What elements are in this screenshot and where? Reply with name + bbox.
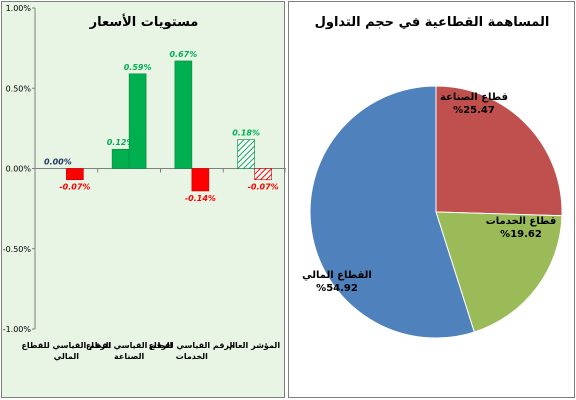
pie-slice-label: قطاع الخدمات <box>486 216 557 227</box>
pie-slice-value: %54.92 <box>316 283 358 294</box>
bar-chart-title: مستويات الأسعار <box>89 13 199 30</box>
data-label: 0.18% <box>232 129 260 138</box>
data-label: -0.14% <box>185 194 216 203</box>
data-label: 0.59% <box>124 63 152 72</box>
y-tick-label: -0.50% <box>3 245 32 254</box>
pie-slice-label: القطاع المالي <box>302 270 372 281</box>
pie-slice <box>309 85 475 339</box>
x-category-label: المؤشر العام <box>229 341 280 350</box>
pie-slice <box>435 211 563 333</box>
pie-chart-title: المساهمة القطاعية في حجم التداول <box>315 15 550 30</box>
bar <box>66 168 84 181</box>
x-category-label: الرقم القياسي لقطاع الصناعة <box>86 341 173 361</box>
data-label: 0.00% <box>44 158 72 167</box>
bar <box>128 73 147 169</box>
bar <box>191 168 210 192</box>
bar-chart: مستويات الأسعار 1.00% 0.50% 0.00% -0.50% -1.… <box>3 4 286 361</box>
pie-slice-value: %19.62 <box>500 229 542 240</box>
bar <box>174 60 193 169</box>
pie-chart-panel: المساهمة القطاعية في حجم التداول قطاع ال… <box>288 1 575 398</box>
y-tick-label: -1.00% <box>3 325 32 334</box>
pie-slice-label: قطاع الصناعة <box>440 92 508 103</box>
bar-chart-panel: مستويات الأسعار 1.00% 0.50% 0.00% -0.50% -1.… <box>1 1 286 398</box>
data-label: -0.07% <box>248 183 279 192</box>
y-tick-label: 1.00% <box>6 4 32 13</box>
bar <box>254 168 272 181</box>
bar <box>237 139 255 169</box>
data-label: -0.07% <box>59 183 90 192</box>
x-category-label: الرقم القياسي للقطاع المالي <box>21 341 111 361</box>
data-label: 0.67% <box>169 50 197 59</box>
pie-chart: المساهمة القطاعية في حجم التداول قطاع ال… <box>302 15 563 339</box>
pie-slice <box>435 85 563 217</box>
x-category-label: الرقم القياسي لقطاع الخدمات <box>149 341 236 361</box>
pie-slice-value: %25.47 <box>453 105 495 116</box>
y-tick-label: 0.50% <box>6 84 32 93</box>
bar <box>111 148 130 169</box>
y-tick-label: 0.00% <box>6 165 32 174</box>
data-label: 0.12% <box>107 138 135 147</box>
